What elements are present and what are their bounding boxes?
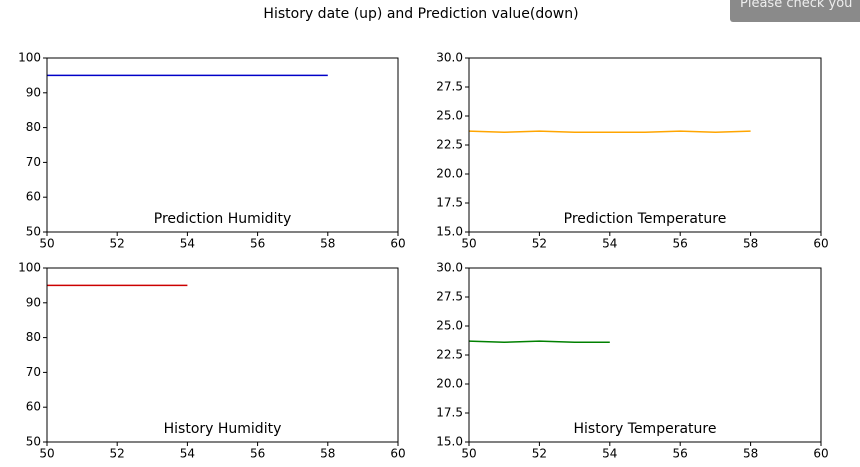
x-tick-label: 56 [673,237,688,251]
x-tick-label: 60 [813,237,828,251]
y-tick-label: 60 [26,400,41,414]
y-tick-label: 70 [26,155,41,169]
y-tick-label: 50 [26,435,41,449]
y-tick-label: 70 [26,365,41,379]
axes-frame [468,267,822,443]
x-tick-label: 54 [180,237,195,251]
y-tick-label: 27.5 [436,80,463,94]
data-line [468,340,610,343]
x-tick-label: 50 [461,447,476,461]
y-tick-label: 80 [26,120,41,134]
figure-title: History date (up) and Prediction value(d… [263,6,578,22]
y-tick-label: 90 [26,295,41,309]
y-tick-label: 60 [26,190,41,204]
x-tick-label: 52 [532,447,547,461]
x-tick-label: 60 [390,237,405,251]
x-tick-label: 58 [320,237,335,251]
x-tick-label: 58 [320,447,335,461]
data-line [468,130,751,133]
y-tick-label: 20.0 [436,167,463,181]
y-tick-label: 17.5 [436,196,463,210]
y-tick-label: 25.0 [436,319,463,333]
y-tick-label: 100 [18,51,41,65]
axes-frame [46,57,399,233]
y-tick-label: 50 [26,225,41,239]
y-tick-label: 22.5 [436,348,463,362]
y-tick-label: 25.0 [436,109,463,123]
x-tick-label: 52 [110,237,125,251]
x-tick-label: 52 [532,237,547,251]
x-tick-label: 54 [602,237,617,251]
notice-button[interactable]: Please check you [730,0,860,22]
y-tick-label: 30.0 [436,51,463,65]
x-tick-label: 50 [39,237,54,251]
y-tick-label: 20.0 [436,377,463,391]
y-tick-label: 17.5 [436,406,463,420]
x-tick-label: 50 [39,447,54,461]
x-tick-label: 60 [390,447,405,461]
axes-frame [468,57,822,233]
y-tick-label: 100 [18,261,41,275]
x-tick-label: 50 [461,237,476,251]
axes-label: History Humidity [164,421,282,437]
y-tick-label: 30.0 [436,261,463,275]
x-tick-label: 54 [180,447,195,461]
y-tick-label: 80 [26,330,41,344]
axes-frame [46,267,399,443]
axes-label: History Temperature [574,421,717,437]
y-tick-label: 15.0 [436,435,463,449]
y-tick-label: 90 [26,85,41,99]
x-tick-label: 56 [250,447,265,461]
x-tick-label: 54 [602,447,617,461]
axes-label: Prediction Humidity [154,211,291,227]
x-tick-label: 60 [813,447,828,461]
y-tick-label: 22.5 [436,138,463,152]
y-tick-label: 15.0 [436,225,463,239]
y-tick-label: 27.5 [436,290,463,304]
x-tick-label: 52 [110,447,125,461]
axes-label: Prediction Temperature [564,211,727,227]
x-tick-label: 56 [673,447,688,461]
x-tick-label: 58 [743,447,758,461]
x-tick-label: 58 [743,237,758,251]
x-tick-label: 56 [250,237,265,251]
